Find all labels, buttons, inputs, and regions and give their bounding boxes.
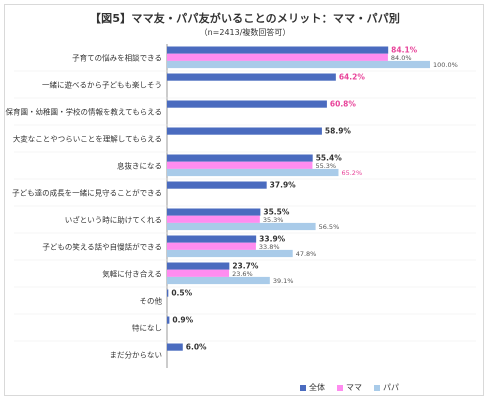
data-label-papa: 47.8% xyxy=(296,250,317,258)
category-label: 気軽に付き合える xyxy=(102,268,162,278)
data-label-overall: 33.9% xyxy=(259,235,286,244)
chart-frame xyxy=(4,4,484,396)
category-label: 保育園・幼稚園・学校の情報を教えてもらえる xyxy=(5,106,162,116)
data-label-overall: 58.9% xyxy=(325,127,352,136)
bar-mama xyxy=(167,161,313,169)
data-label-papa: 65.2% xyxy=(341,169,362,177)
category-label: 特になし xyxy=(132,322,162,332)
bar-papa xyxy=(167,276,270,285)
chart-title: 【図5】ママ友・パパ友がいることのメリット：ママ・パパ別 xyxy=(89,12,401,25)
legend-swatch-mama xyxy=(337,384,343,391)
data-label-overall: 35.5% xyxy=(263,208,290,217)
data-label-mama: 84.0% xyxy=(391,54,412,62)
data-label-overall: 0.5% xyxy=(171,289,192,298)
legend-label-papa: パパ xyxy=(383,383,399,392)
bar-papa xyxy=(167,60,430,69)
category-label: まだ分からない xyxy=(110,350,163,359)
data-label-overall: 37.9% xyxy=(270,181,297,190)
data-label-papa: 100.0% xyxy=(433,61,458,69)
bar-papa xyxy=(167,168,339,177)
legend-label-overall: 全体 xyxy=(309,383,325,392)
category-label: 子どもの笑える話や自慢話ができる xyxy=(42,241,162,251)
bar-overall xyxy=(167,154,313,162)
data-label-overall: 6.0% xyxy=(186,343,207,352)
legend-item-papa: パパ xyxy=(374,382,399,393)
bar-overall xyxy=(167,181,267,189)
category-label: 子育ての悩みを相談できる xyxy=(72,52,162,62)
bar-overall xyxy=(167,46,389,54)
bar-overall xyxy=(167,127,322,135)
bar-overall xyxy=(167,262,230,270)
bar-papa xyxy=(167,249,293,258)
bar-papa xyxy=(167,222,316,231)
category-label: いざという時に助けてくれる xyxy=(65,214,162,224)
bar-mama xyxy=(167,242,256,250)
data-label-overall: 0.9% xyxy=(172,316,193,325)
bar-mama xyxy=(167,53,388,61)
category-label: 息抜きになる xyxy=(117,160,162,170)
category-label: 大変なことやつらいことを理解してもらえる xyxy=(13,133,162,143)
data-label-papa: 56.5% xyxy=(319,223,340,231)
data-label-overall: 60.8% xyxy=(330,100,357,109)
chart-subtitle: （n=2413/複数回答可） xyxy=(199,28,291,37)
data-label-overall: 84.1% xyxy=(391,46,418,55)
data-label-papa: 39.1% xyxy=(273,277,294,285)
bar-overall xyxy=(167,73,336,81)
legend-item-overall: 全体 xyxy=(300,382,325,393)
data-label-overall: 55.4% xyxy=(316,154,343,163)
category-label: その他 xyxy=(140,295,163,305)
legend: 全体 ママ パパ xyxy=(300,382,399,393)
data-label-mama: 55.3% xyxy=(315,162,336,170)
legend-swatch-overall xyxy=(300,384,306,391)
legend-label-mama: ママ xyxy=(346,383,362,392)
category-label: 子ども達の成長を一緒に見守ることができる xyxy=(12,187,162,197)
data-label-mama: 35.3% xyxy=(263,216,284,224)
data-label-overall: 23.7% xyxy=(232,262,259,271)
bar-overall xyxy=(167,100,327,108)
bar-mama xyxy=(167,269,230,277)
data-label-mama: 23.6% xyxy=(232,270,253,278)
bar-overall xyxy=(167,208,261,216)
data-label-overall: 64.2% xyxy=(339,73,366,82)
data-label-mama: 33.8% xyxy=(259,243,280,251)
category-label: 一緒に遊べるから子どもも楽しそう xyxy=(42,79,162,89)
legend-item-mama: ママ xyxy=(337,382,362,393)
bar-mama xyxy=(167,215,260,223)
bar-overall xyxy=(167,316,170,324)
bar-overall xyxy=(167,235,257,243)
bar-overall xyxy=(167,289,169,297)
bar-overall xyxy=(167,343,183,351)
legend-swatch-papa xyxy=(374,384,380,391)
